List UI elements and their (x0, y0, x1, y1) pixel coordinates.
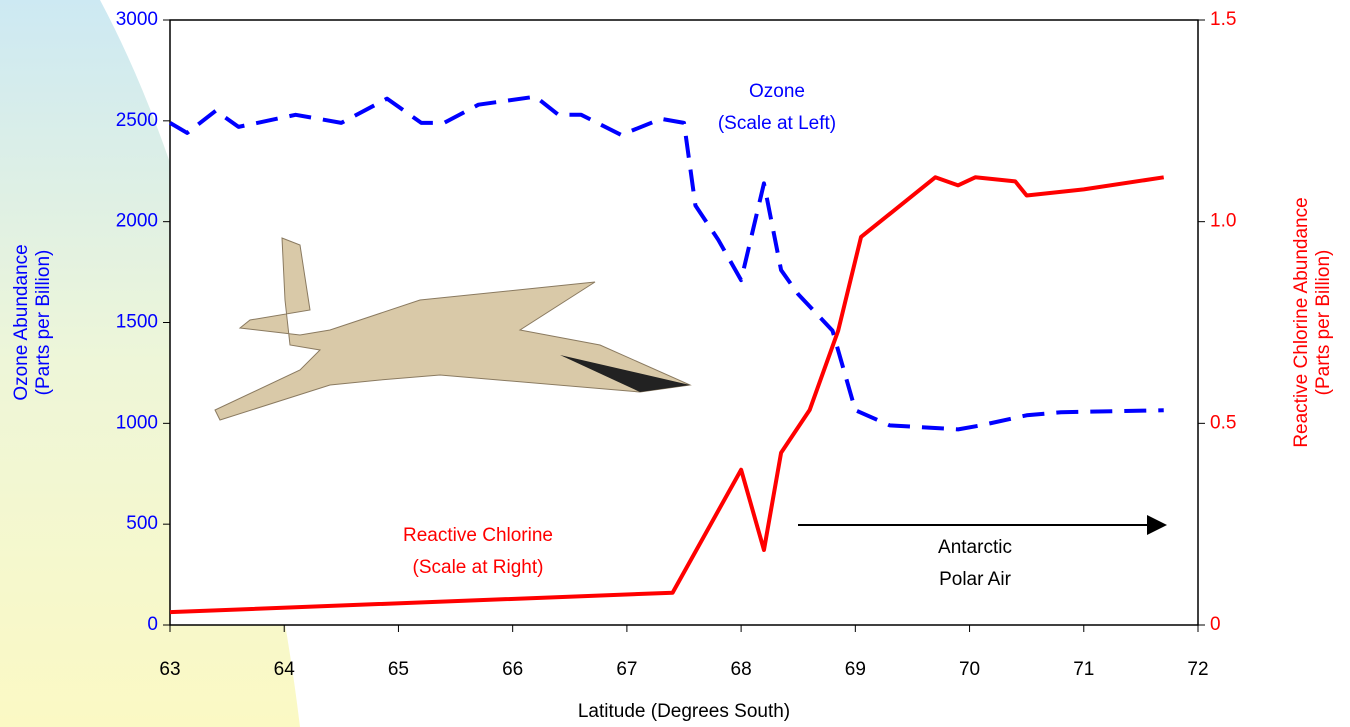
annotation: (Scale at Left) (718, 113, 836, 134)
x-axis-label: Latitude (Degrees South) (578, 701, 790, 722)
annotation: Ozone (749, 81, 805, 102)
y-tick-label: 2000 (116, 211, 158, 232)
y-tick-label: 3000 (116, 9, 158, 30)
y2-tick-label: 1.0 (1210, 211, 1236, 232)
annotation: Reactive Chlorine (403, 525, 553, 546)
y-tick-label: 500 (126, 513, 158, 534)
x-tick-label: 66 (502, 659, 523, 680)
y2-tick-label: 0.5 (1210, 412, 1236, 433)
annotation: Antarctic (938, 537, 1012, 558)
annotation: Polar Air (939, 569, 1011, 590)
x-tick-label: 69 (845, 659, 866, 680)
series-line (168, 94, 1164, 432)
y2-tick-label: 0 (1210, 614, 1221, 635)
y-tick-label: 0 (147, 614, 158, 635)
y-axis-label: (Parts per Billion) (33, 250, 54, 396)
y-tick-label: 1000 (116, 412, 158, 433)
y2-axis-label: (Parts per Billion) (1313, 250, 1334, 396)
y2-axis-label: Reactive Chlorine Abundance (1291, 197, 1312, 447)
x-tick-label: 63 (159, 659, 180, 680)
y-tick-label: 2500 (116, 110, 158, 131)
y-tick-label: 1500 (116, 312, 158, 333)
x-tick-label: 67 (616, 659, 637, 680)
airplane-image (210, 237, 692, 435)
x-tick-label: 72 (1187, 659, 1208, 680)
x-tick-label: 71 (1073, 659, 1094, 680)
y-axis-label: Ozone Abundance (11, 244, 32, 400)
y2-tick-label: 1.5 (1210, 9, 1236, 30)
series-line (169, 175, 1165, 615)
x-tick-label: 65 (388, 659, 409, 680)
annotation: (Scale at Right) (413, 557, 544, 578)
x-tick-label: 64 (274, 659, 296, 680)
plot-area (169, 19, 1199, 626)
x-tick-label: 68 (731, 659, 752, 680)
x-tick-label: 70 (959, 659, 980, 680)
